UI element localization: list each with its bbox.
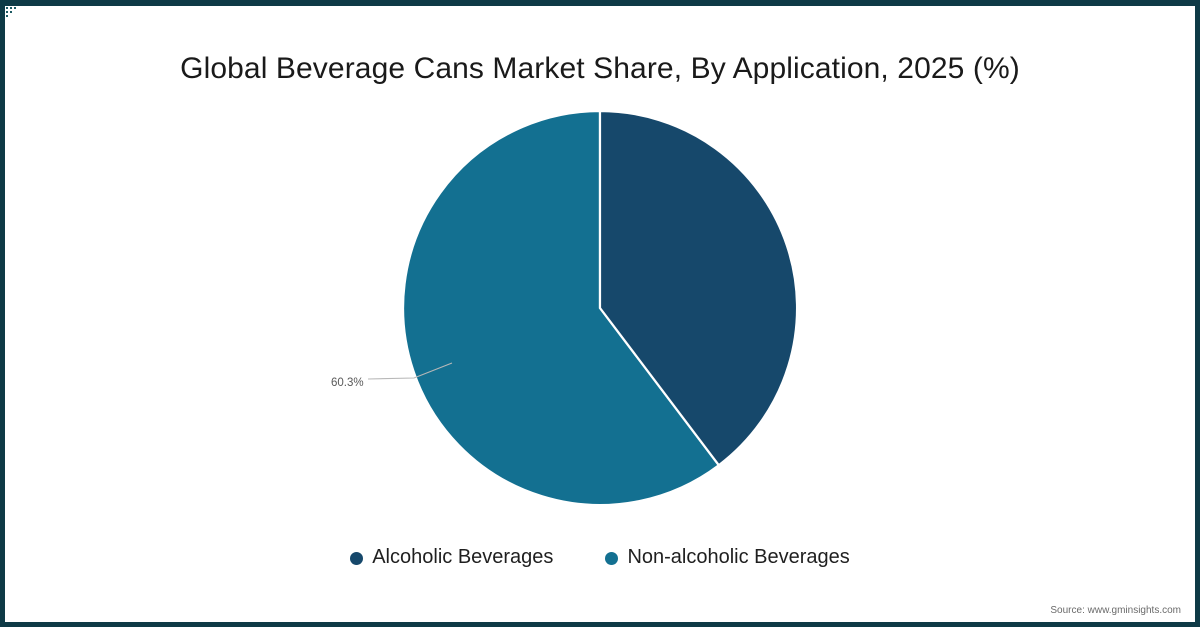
legend-item-alcoholic-beverages[interactable]: Alcoholic Beverages	[350, 546, 553, 569]
legend-item-non-alcoholic-beverages[interactable]: Non-alcoholic Beverages	[605, 546, 850, 569]
pie-slice-non-alcoholic-beverages[interactable]	[402, 109, 721, 507]
label-leader-line	[367, 362, 453, 380]
legend-item-label: Alcoholic Beverages	[372, 546, 554, 568]
legend-item-label: Non-alcoholic Beverages	[627, 546, 850, 568]
legend-marker-icon	[350, 551, 364, 565]
pie-chart: 60.3%	[5, 6, 1195, 622]
pie-slice-alcoholic-beverages[interactable]	[598, 109, 799, 467]
pie-slice-label-non-alcoholic-beverages: 60.3%	[331, 377, 364, 389]
legend-marker-icon	[605, 551, 619, 565]
chart-legend: Alcoholic Beverages Non-alcoholic Bevera…	[5, 546, 1195, 569]
source-attribution: Source: www.gminsights.com	[1050, 605, 1181, 616]
chart-title: Global Beverage Cans Market Share, By Ap…	[180, 52, 1020, 85]
